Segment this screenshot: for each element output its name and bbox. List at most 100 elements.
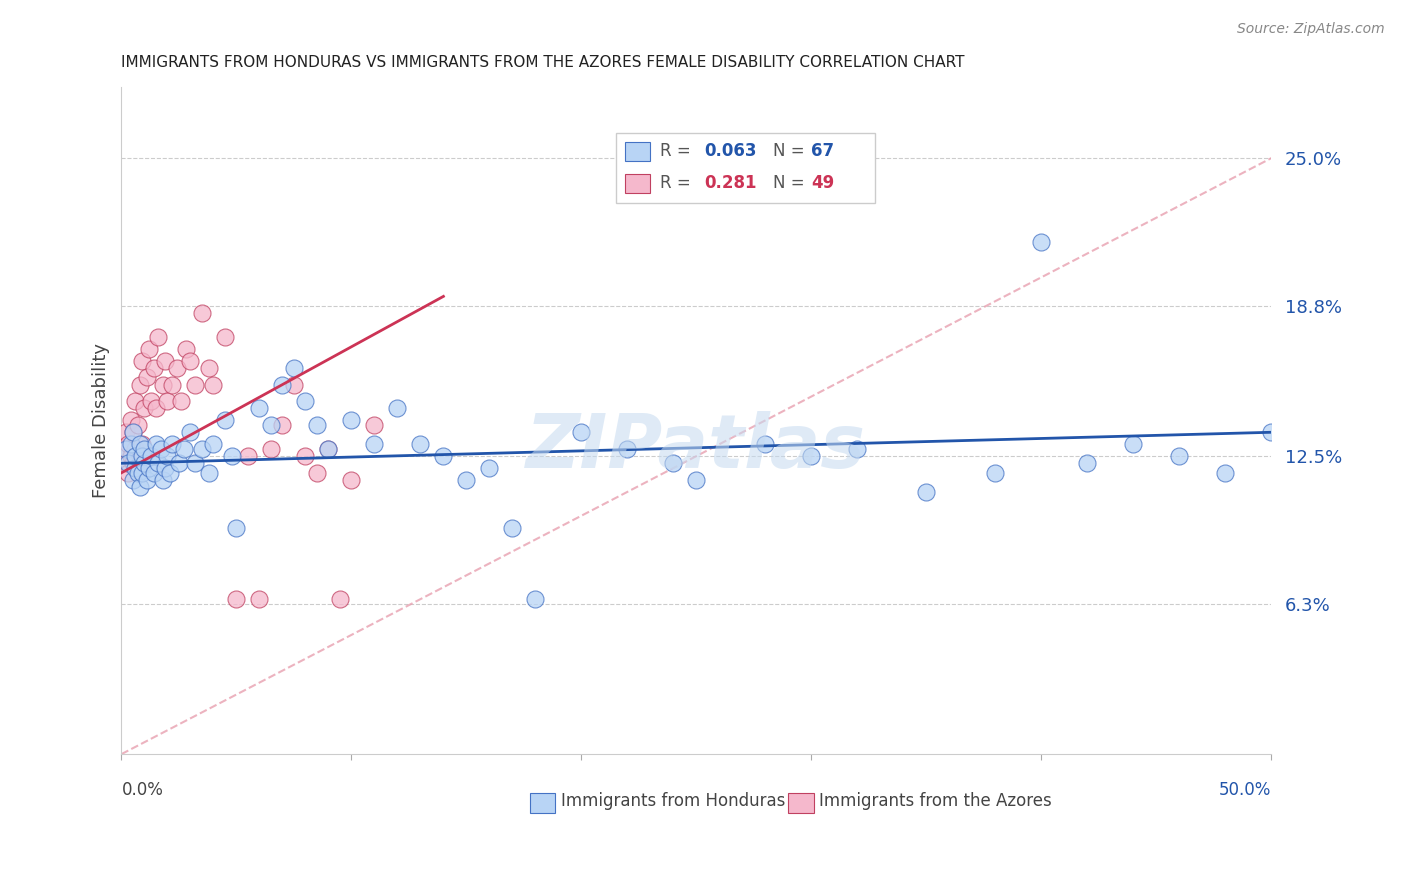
Point: [191, 306, 214, 320]
Bar: [789, 793, 814, 813]
Text: N =: N =: [773, 174, 810, 193]
Point: [120, 449, 142, 463]
Point: [478, 461, 501, 475]
Point: [271, 418, 294, 433]
Point: [616, 442, 638, 456]
Point: [179, 425, 201, 440]
Text: N =: N =: [773, 143, 810, 161]
Point: [122, 473, 145, 487]
Point: [249, 592, 271, 607]
Point: [225, 521, 247, 535]
Point: [318, 442, 340, 456]
Point: [148, 330, 170, 344]
Point: [117, 456, 139, 470]
Text: 0.0%: 0.0%: [121, 780, 163, 799]
FancyBboxPatch shape: [616, 133, 875, 203]
Point: [142, 360, 165, 375]
Point: [127, 466, 149, 480]
Point: [432, 449, 454, 463]
Point: [179, 353, 201, 368]
Point: [1122, 437, 1144, 451]
Point: [198, 466, 221, 480]
Point: [329, 592, 352, 607]
Point: [117, 466, 139, 480]
Point: [156, 449, 179, 463]
Point: [294, 394, 316, 409]
Point: [141, 449, 163, 463]
Point: [159, 466, 181, 480]
Point: [271, 377, 294, 392]
Point: [122, 456, 145, 470]
Point: [524, 592, 547, 607]
Point: [149, 442, 172, 456]
Point: [124, 449, 146, 463]
Point: [112, 442, 135, 456]
Text: 49: 49: [811, 174, 835, 193]
Point: [145, 437, 167, 451]
Point: [134, 456, 156, 470]
Point: [115, 425, 138, 440]
Point: [236, 449, 259, 463]
Y-axis label: Female Disability: Female Disability: [93, 343, 110, 498]
Text: 50.0%: 50.0%: [1219, 780, 1271, 799]
Point: [283, 377, 305, 392]
Point: [120, 413, 142, 427]
Point: [134, 401, 156, 416]
Text: R =: R =: [659, 174, 696, 193]
Point: [184, 377, 207, 392]
Point: [128, 449, 150, 463]
Point: [363, 418, 385, 433]
Point: [131, 353, 153, 368]
Point: [156, 394, 179, 409]
Point: [117, 437, 139, 451]
Point: [152, 377, 174, 392]
Point: [249, 401, 271, 416]
Point: [122, 425, 145, 440]
Point: [173, 442, 195, 456]
Point: [184, 456, 207, 470]
Point: [191, 442, 214, 456]
Point: [214, 413, 236, 427]
Point: [135, 473, 157, 487]
Point: [260, 418, 283, 433]
Point: [283, 360, 305, 375]
Bar: [626, 142, 651, 161]
Point: [1168, 449, 1191, 463]
Point: [305, 418, 328, 433]
Point: [170, 394, 193, 409]
Point: [198, 360, 221, 375]
Bar: [530, 793, 555, 813]
Point: [1076, 456, 1098, 470]
Point: [915, 484, 938, 499]
Point: [122, 425, 145, 440]
Point: [141, 394, 163, 409]
Point: [153, 353, 176, 368]
Point: [221, 449, 243, 463]
Point: [387, 401, 409, 416]
Point: [138, 342, 160, 356]
Text: IMMIGRANTS FROM HONDURAS VS IMMIGRANTS FROM THE AZORES FEMALE DISABILITY CORRELA: IMMIGRANTS FROM HONDURAS VS IMMIGRANTS F…: [121, 55, 965, 70]
Point: [148, 456, 170, 470]
Text: 0.063: 0.063: [704, 143, 756, 161]
Point: [305, 466, 328, 480]
Point: [662, 456, 685, 470]
Point: [128, 437, 150, 451]
Point: [202, 437, 225, 451]
Text: R =: R =: [659, 143, 696, 161]
Point: [128, 480, 150, 494]
Point: [138, 461, 160, 475]
Point: [166, 360, 188, 375]
Point: [142, 466, 165, 480]
Point: [225, 592, 247, 607]
Point: [124, 442, 146, 456]
Point: [409, 437, 432, 451]
Point: [1260, 425, 1282, 440]
Point: [800, 449, 823, 463]
Point: [214, 330, 236, 344]
Point: [754, 437, 776, 451]
Text: Immigrants from the Azores: Immigrants from the Azores: [820, 792, 1052, 810]
Point: [456, 473, 478, 487]
Point: [501, 521, 523, 535]
Point: [167, 456, 190, 470]
Point: [363, 437, 385, 451]
